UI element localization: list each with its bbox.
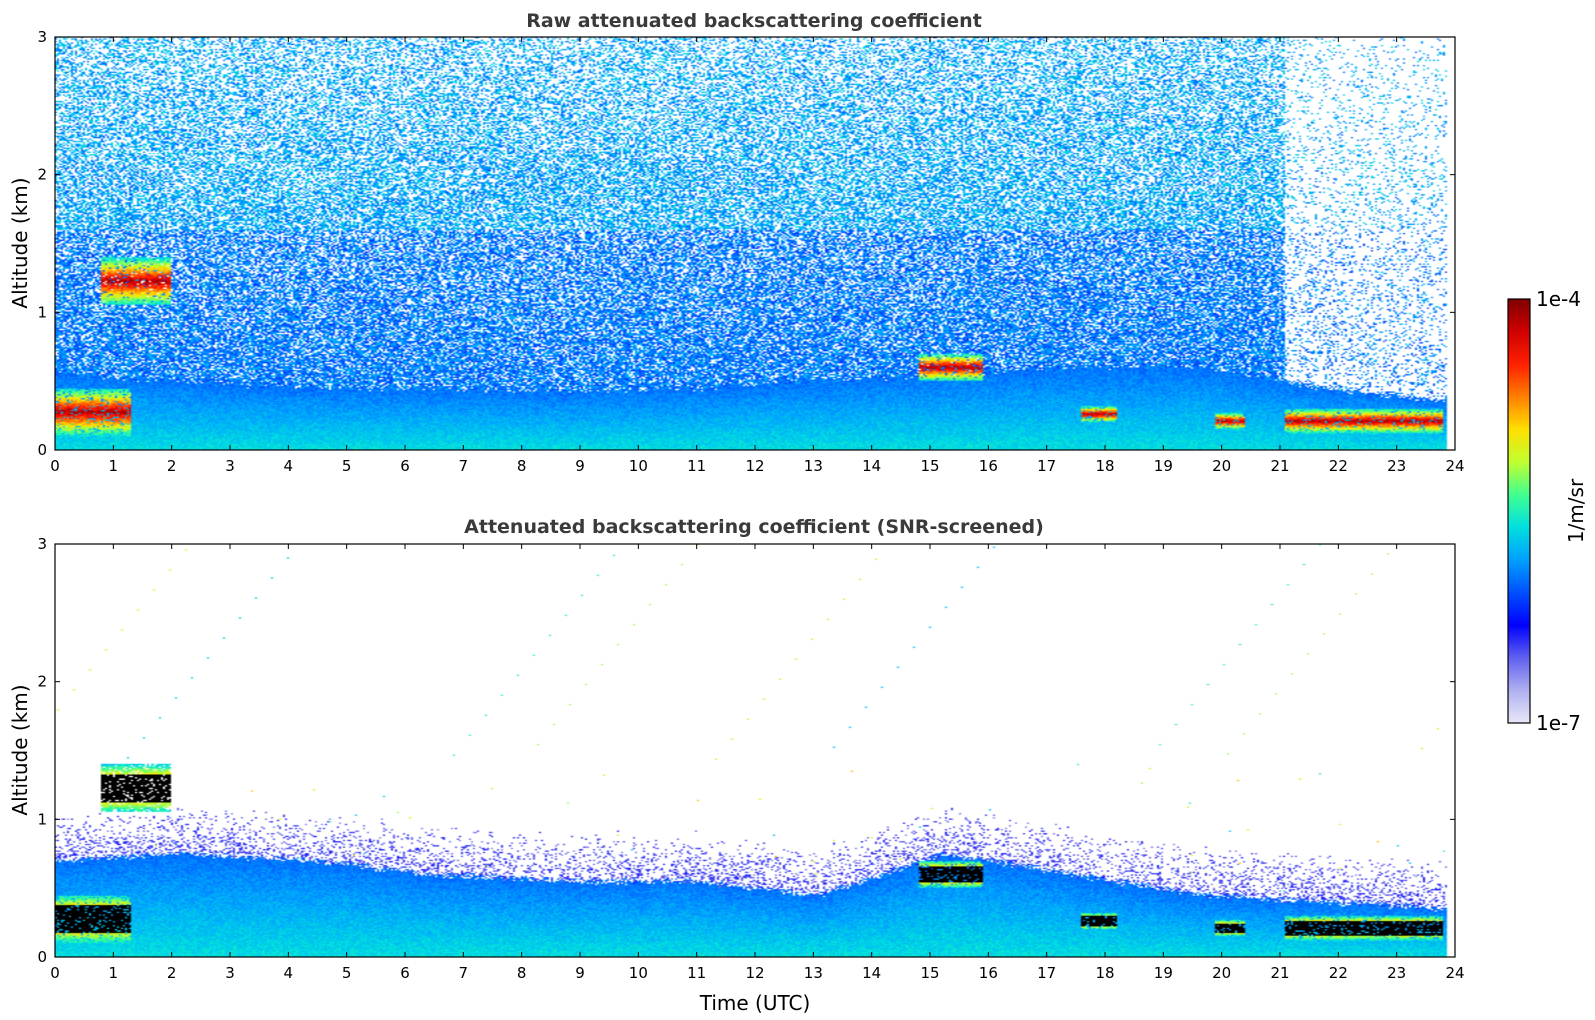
colorbar-frame: [1507, 298, 1531, 724]
x-tick-label: 22: [1329, 964, 1348, 982]
panel-screened-xlabel: Time (UTC): [699, 991, 811, 1015]
x-tick-label: 5: [342, 457, 352, 475]
x-tick-label: 19: [1154, 964, 1173, 982]
colorbar-label: 1/m/sr: [1564, 478, 1588, 543]
x-tick-label: 16: [979, 964, 998, 982]
panel-screened-x-ticks: 0 1 2 3 4 5 6 7 8 9 10 11 12 13 14 15 16 17 18 19 20 21 22 23 24: [50, 544, 1465, 982]
x-tick-label: 14: [862, 457, 881, 475]
y-tick-label: 1: [37, 810, 47, 828]
x-tick-label: 24: [1445, 457, 1464, 475]
x-tick-label: 23: [1387, 457, 1406, 475]
x-tick-label: 18: [1095, 964, 1114, 982]
panel-screened-ylabel: Altitude (km): [8, 684, 32, 815]
colorbar: 1e-4 1e-7 1/m/sr: [1507, 287, 1588, 735]
x-tick-label: 20: [1212, 457, 1231, 475]
panel-raw-ylabel: Altitude (km): [8, 177, 32, 308]
x-tick-label: 6: [400, 964, 410, 982]
x-tick-label: 13: [804, 964, 823, 982]
x-tick-label: 24: [1445, 964, 1464, 982]
x-tick-label: 2: [167, 964, 177, 982]
x-tick-label: 21: [1270, 457, 1289, 475]
x-tick-label: 7: [459, 964, 469, 982]
x-tick-label: 1: [109, 457, 119, 475]
y-tick-label: 3: [37, 535, 47, 553]
colorbar-bar: [1508, 299, 1530, 723]
x-tick-label: 10: [629, 964, 648, 982]
x-tick-label: 8: [517, 964, 527, 982]
x-tick-label: 11: [687, 964, 706, 982]
y-tick-label: 2: [37, 166, 47, 184]
x-tick-label: 0: [50, 964, 60, 982]
x-tick-label: 17: [1037, 964, 1056, 982]
x-tick-label: 0: [50, 457, 60, 475]
x-tick-label: 11: [687, 457, 706, 475]
x-tick-label: 13: [804, 457, 823, 475]
x-tick-label: 5: [342, 964, 352, 982]
x-tick-label: 16: [979, 457, 998, 475]
x-tick-label: 3: [225, 457, 235, 475]
panel-raw-x-ticks: 0 1 2 3 4 5 6 7 8 9 10 11 12 13 14 15 16 17 18 19 20 21 22 23 24: [50, 37, 1465, 475]
panel-raw-y-ticks: 0 1 2 3: [37, 28, 1455, 459]
panel-raw: Raw attenuated backscattering coefficien…: [8, 10, 1465, 475]
x-tick-label: 6: [400, 457, 410, 475]
colorbar-min-label: 1e-7: [1536, 711, 1581, 735]
x-tick-label: 9: [575, 964, 585, 982]
y-tick-label: 0: [37, 441, 47, 459]
y-tick-label: 0: [37, 948, 47, 966]
x-tick-label: 4: [284, 964, 294, 982]
x-tick-label: 9: [575, 457, 585, 475]
x-tick-label: 1: [109, 964, 119, 982]
x-tick-label: 14: [862, 964, 881, 982]
panel-screened: Attenuated backscattering coefficient (S…: [8, 516, 1465, 1015]
x-tick-label: 22: [1329, 457, 1348, 475]
x-tick-label: 15: [920, 964, 939, 982]
colorbar-max-label: 1e-4: [1536, 287, 1581, 311]
panel-raw-heatmap: [55, 37, 1455, 450]
x-tick-label: 18: [1095, 457, 1114, 475]
x-tick-label: 19: [1154, 457, 1173, 475]
x-tick-label: 7: [459, 457, 469, 475]
x-tick-label: 20: [1212, 964, 1231, 982]
x-tick-label: 23: [1387, 964, 1406, 982]
x-tick-label: 10: [629, 457, 648, 475]
x-tick-label: 3: [225, 964, 235, 982]
y-tick-label: 2: [37, 673, 47, 691]
x-tick-label: 12: [745, 457, 764, 475]
panel-screened-title: Attenuated backscattering coefficient (S…: [464, 516, 1044, 538]
x-tick-label: 12: [745, 964, 764, 982]
x-tick-label: 4: [284, 457, 294, 475]
x-tick-label: 2: [167, 457, 177, 475]
panel-screened-heatmap: [55, 544, 1455, 957]
x-tick-label: 17: [1037, 457, 1056, 475]
panel-screened-y-ticks: 0 1 2 3: [37, 535, 1455, 966]
y-tick-label: 3: [37, 28, 47, 46]
x-tick-label: 21: [1270, 964, 1289, 982]
x-tick-label: 8: [517, 457, 527, 475]
y-tick-label: 1: [37, 303, 47, 321]
x-tick-label: 15: [920, 457, 939, 475]
panel-raw-title: Raw attenuated backscattering coefficien…: [526, 10, 982, 32]
